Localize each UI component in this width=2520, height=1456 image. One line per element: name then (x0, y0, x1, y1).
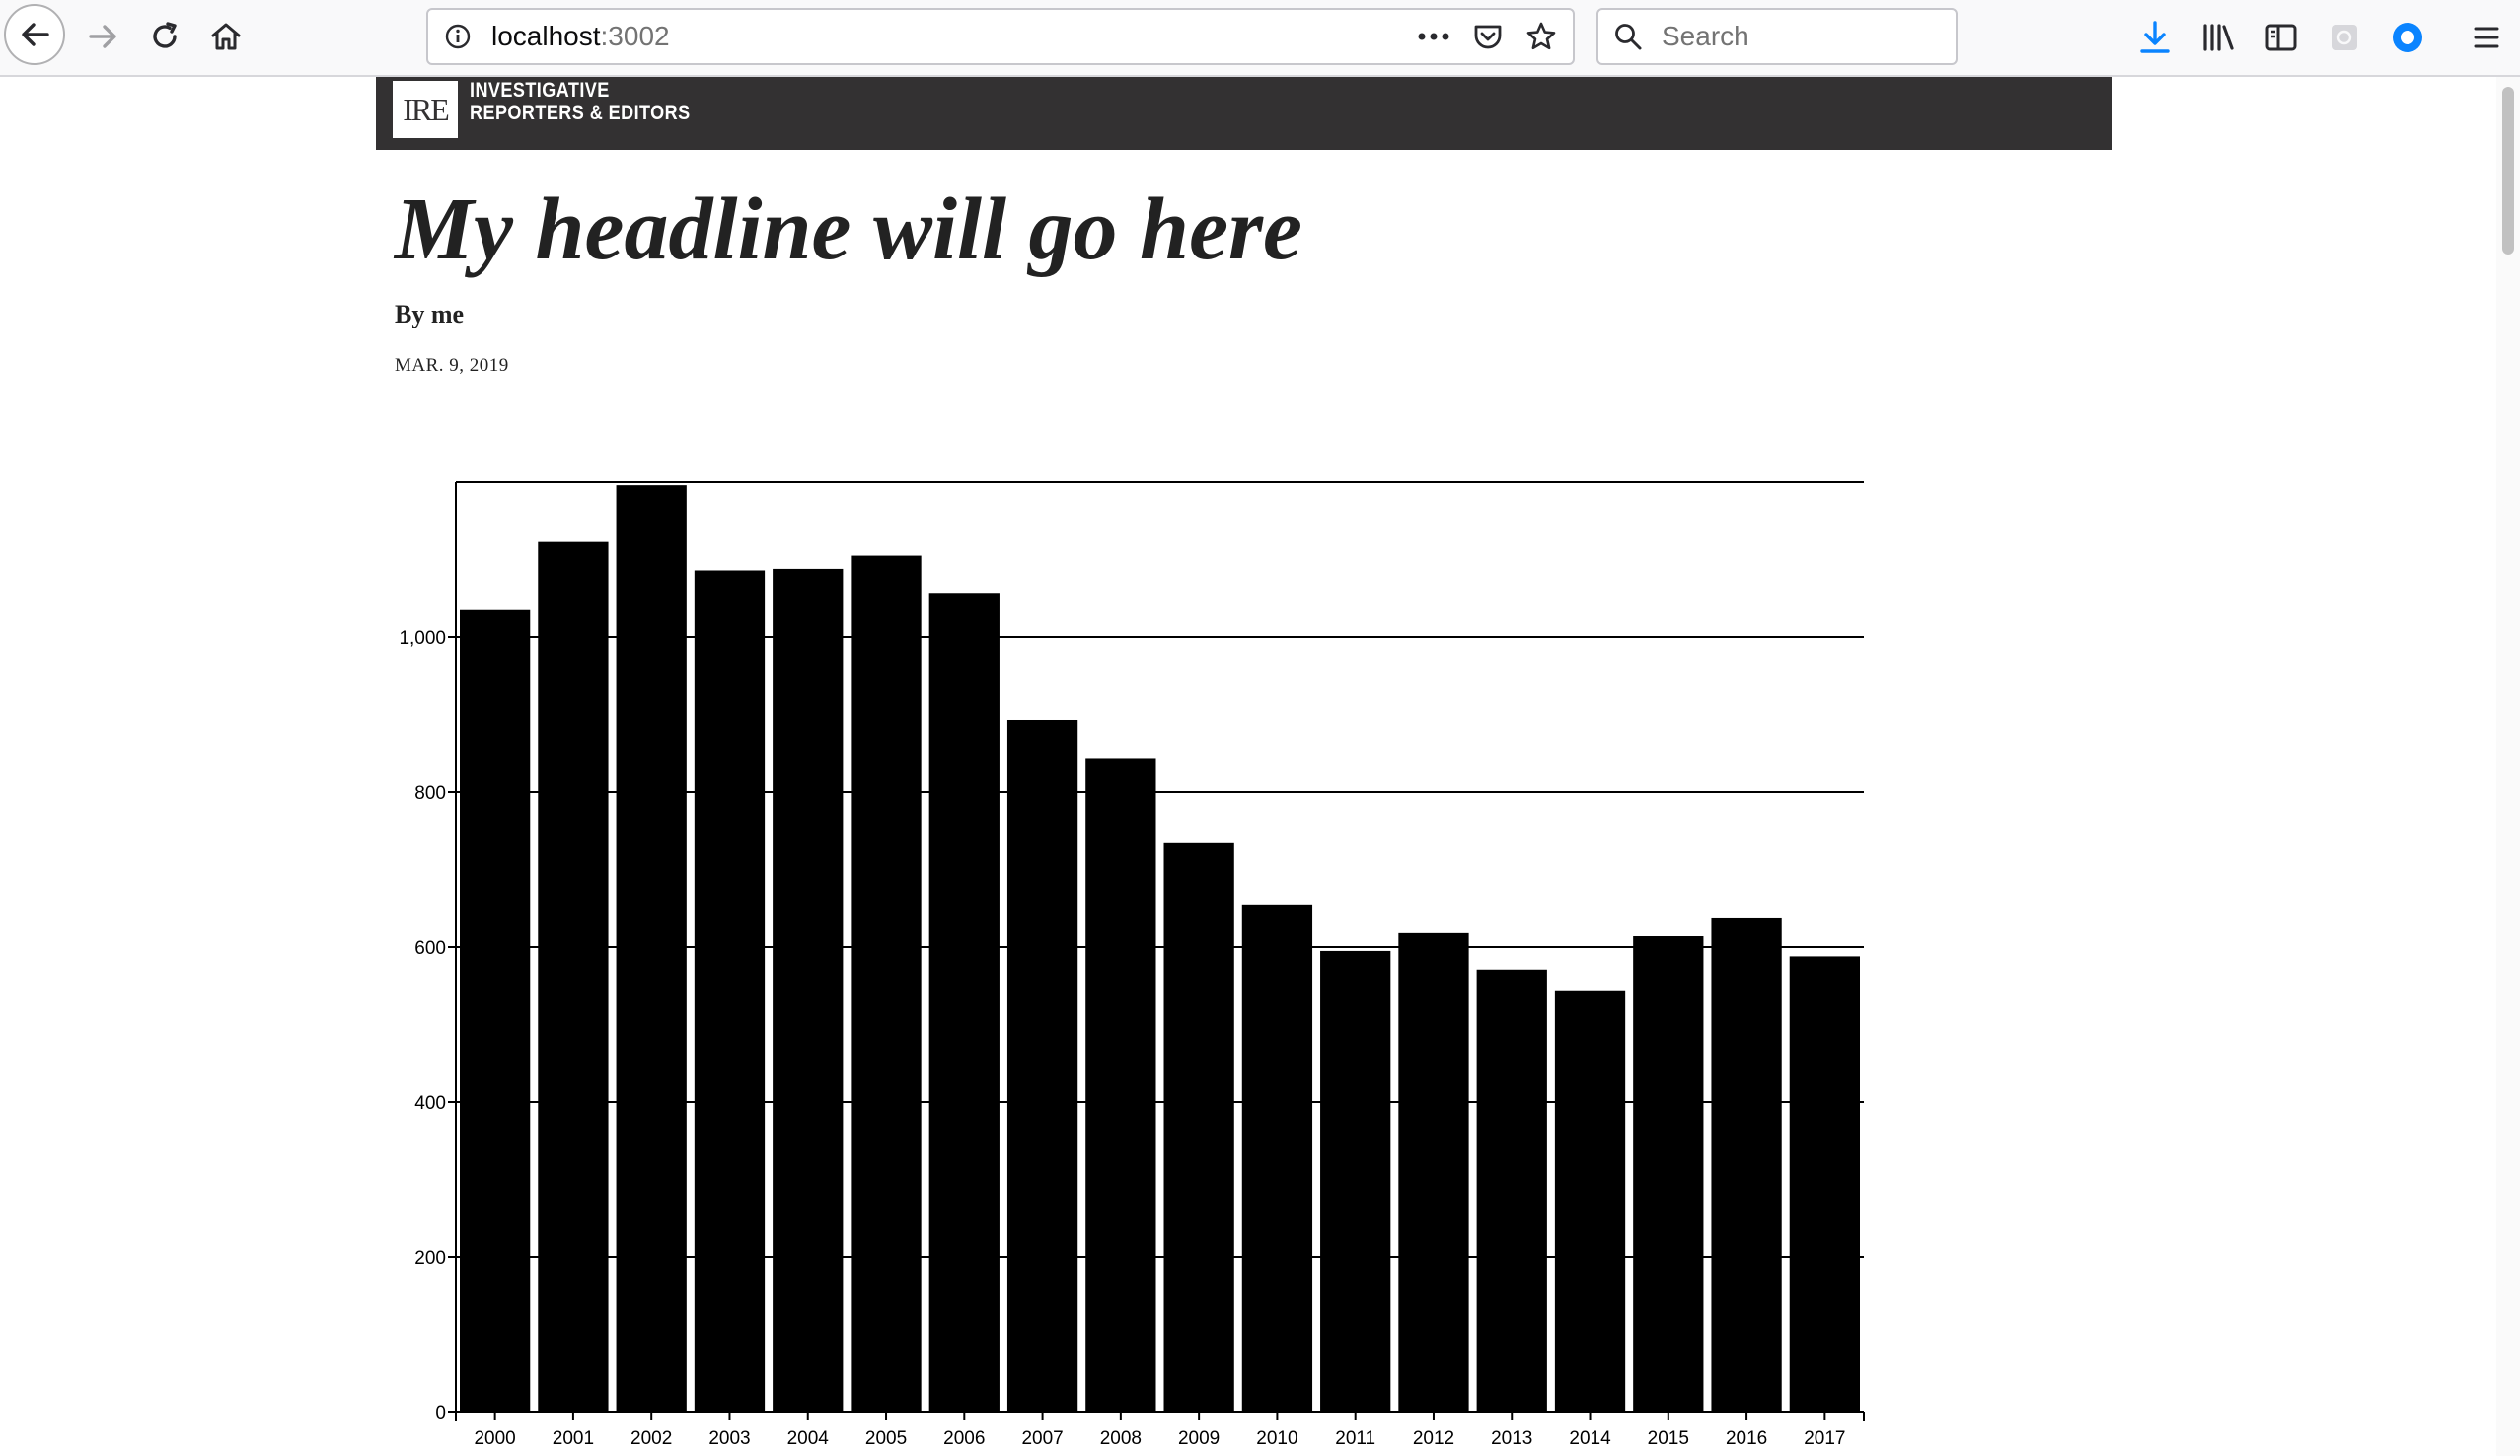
bar-2014[interactable] (1554, 990, 1626, 1412)
bar-2005[interactable] (851, 555, 922, 1412)
x-tick-label: 2004 (787, 1428, 830, 1449)
bar-2003[interactable] (694, 570, 766, 1412)
bar-2016[interactable] (1711, 917, 1782, 1412)
pocket-icon[interactable] (1470, 19, 1506, 54)
bar-2009[interactable] (1163, 842, 1234, 1412)
back-button[interactable] (4, 4, 65, 65)
bar-2013[interactable] (1476, 969, 1547, 1412)
x-tick-label: 2012 (1413, 1428, 1454, 1449)
bar-2017[interactable] (1789, 956, 1860, 1412)
url-port: :3002 (600, 21, 670, 51)
page-actions-icon[interactable] (1417, 21, 1450, 52)
bookmark-star-icon[interactable] (1523, 19, 1559, 54)
browser-toolbar: localhost:3002 Search (0, 0, 2520, 77)
forward-button[interactable] (81, 14, 126, 59)
ire-logo[interactable]: IRE (393, 81, 458, 138)
home-icon (211, 23, 241, 50)
x-tick-label: 2009 (1178, 1428, 1220, 1449)
arrow-right-icon (89, 25, 116, 48)
account-icon[interactable] (2388, 18, 2427, 57)
site-header: IRE INVESTIGATIVE REPORTERS & EDITORS (376, 77, 2112, 150)
site-name[interactable]: INVESTIGATIVE REPORTERS & EDITORS (470, 79, 691, 124)
headline: My headline will go here (395, 181, 1302, 278)
bar-2006[interactable] (928, 593, 1000, 1412)
x-tick-label: 2003 (708, 1428, 750, 1449)
bar-2010[interactable] (1241, 904, 1313, 1412)
x-tick-label: 2013 (1491, 1428, 1532, 1449)
url-bar[interactable]: localhost:3002 (426, 8, 1575, 65)
bar-2002[interactable] (616, 485, 687, 1412)
x-tick-label: 2000 (474, 1428, 515, 1449)
bar-2011[interactable] (1320, 950, 1391, 1412)
y-tick-label: 0 (435, 1403, 446, 1423)
home-button[interactable] (203, 14, 249, 59)
x-tick-label: 2006 (943, 1428, 985, 1449)
bar-2012[interactable] (1398, 932, 1469, 1412)
downloads-icon[interactable] (2135, 18, 2175, 57)
search-box[interactable]: Search (1596, 8, 1958, 65)
url-text[interactable]: localhost:3002 (491, 10, 670, 63)
url-host: localhost (491, 21, 601, 51)
x-tick-label: 2008 (1100, 1428, 1142, 1449)
bar-2004[interactable] (773, 568, 844, 1412)
y-tick-label: 1,000 (399, 628, 446, 649)
search-placeholder: Search (1662, 21, 1749, 51)
x-tick-label: 2005 (865, 1428, 907, 1449)
bar-2008[interactable] (1085, 758, 1156, 1412)
reload-button[interactable] (142, 14, 187, 59)
vertical-scrollbar[interactable] (2496, 77, 2520, 1456)
x-tick-label: 2014 (1569, 1428, 1611, 1449)
y-tick-label: 800 (414, 783, 446, 804)
x-tick-label: 2015 (1648, 1428, 1689, 1449)
x-tick-label: 2016 (1726, 1428, 1767, 1449)
info-icon[interactable] (442, 21, 474, 52)
bar-2000[interactable] (460, 609, 531, 1412)
reload-icon (153, 22, 177, 48)
x-tick-label: 2010 (1256, 1428, 1297, 1449)
dateline: MAR. 9, 2019 (395, 355, 509, 376)
y-tick-label: 200 (414, 1248, 446, 1269)
x-tick-label: 2001 (553, 1428, 594, 1449)
arrow-left-icon (22, 23, 49, 46)
x-tick-label: 2011 (1335, 1428, 1375, 1449)
x-tick-label: 2007 (1021, 1428, 1063, 1449)
extension-icon[interactable] (2325, 18, 2364, 57)
site-name-line1: INVESTIGATIVE (470, 79, 610, 102)
y-tick-label: 400 (414, 1093, 446, 1114)
library-icon[interactable] (2198, 18, 2238, 57)
bar-2007[interactable] (1006, 719, 1078, 1412)
x-tick-label: 2017 (1804, 1428, 1845, 1449)
bar-2001[interactable] (538, 541, 609, 1412)
bar-2015[interactable] (1633, 936, 1704, 1412)
search-icon (1612, 21, 1644, 52)
x-tick-label: 2002 (630, 1428, 672, 1449)
byline: By me (395, 300, 465, 328)
menu-icon[interactable] (2467, 18, 2506, 57)
site-name-line2: REPORTERS & EDITORS (470, 102, 691, 124)
scrollbar-thumb[interactable] (2502, 87, 2514, 255)
sidebar-icon[interactable] (2261, 18, 2301, 57)
y-tick-label: 600 (414, 938, 446, 959)
